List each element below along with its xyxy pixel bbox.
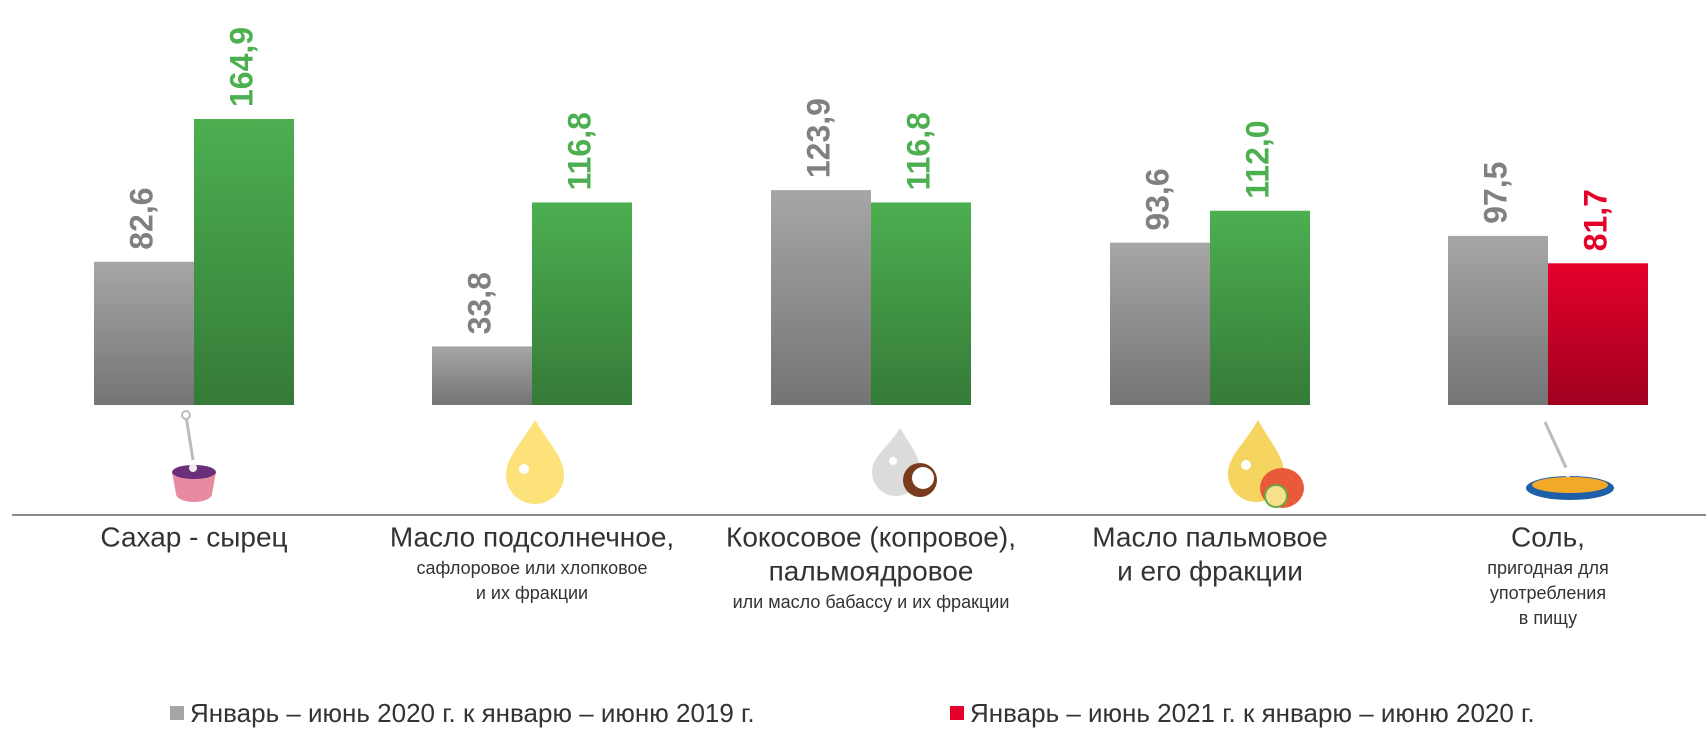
bar-shade <box>532 202 632 405</box>
value-label: 81,7 <box>1577 189 1613 251</box>
category-note: в пищу <box>1519 608 1577 628</box>
category-label: Кокосовое (копровое), <box>726 521 1016 552</box>
bar-shade <box>432 346 532 405</box>
icon-sugar <box>172 410 216 502</box>
legend-label: Январь – июнь 2020 г. к январю – июню 20… <box>190 698 755 728</box>
icon-palm-oil <box>1228 420 1304 508</box>
legend-swatch <box>170 706 184 720</box>
icon-coconut <box>872 428 937 497</box>
value-label: 123,9 <box>800 98 836 178</box>
legend-swatch <box>950 706 964 720</box>
category-label: Сахар - сырец <box>100 521 287 552</box>
bar-shade <box>1210 210 1310 405</box>
icon-sunflower-oil <box>506 420 564 504</box>
bar-shade <box>871 202 971 405</box>
category-label: Соль, <box>1511 521 1585 552</box>
icon-salt <box>1526 421 1614 500</box>
bar-shade <box>1110 242 1210 405</box>
bar-shade <box>194 119 294 405</box>
value-label: 93,6 <box>1139 168 1175 230</box>
value-label: 112,0 <box>1239 120 1275 198</box>
value-label: 116,8 <box>561 112 597 190</box>
value-label: 164,9 <box>223 27 259 107</box>
value-label: 33,8 <box>461 272 497 334</box>
bar-shade <box>771 190 871 405</box>
category-label: Масло пальмовое <box>1092 521 1327 552</box>
category-label: Масло подсолнечное, <box>390 521 674 552</box>
bar-shade <box>1448 235 1548 405</box>
value-label: 116,8 <box>900 112 936 190</box>
category-note: употребления <box>1490 583 1606 603</box>
bar-shade <box>94 261 194 405</box>
value-label: 82,6 <box>123 187 159 249</box>
value-label: 97,5 <box>1477 162 1513 224</box>
bar-shade <box>1548 263 1648 405</box>
category-note: сафлоровое или хлопковое <box>416 558 647 578</box>
category-note: и их фракции <box>476 583 588 603</box>
category-label: и его фракции <box>1117 555 1303 586</box>
category-note: пригодная для <box>1487 558 1609 578</box>
category-label: пальмоядровое <box>769 555 974 586</box>
category-note: или масло бабассу и их фракции <box>733 592 1010 612</box>
legend-label: Январь – июнь 2021 г. к январю – июню 20… <box>970 698 1535 728</box>
